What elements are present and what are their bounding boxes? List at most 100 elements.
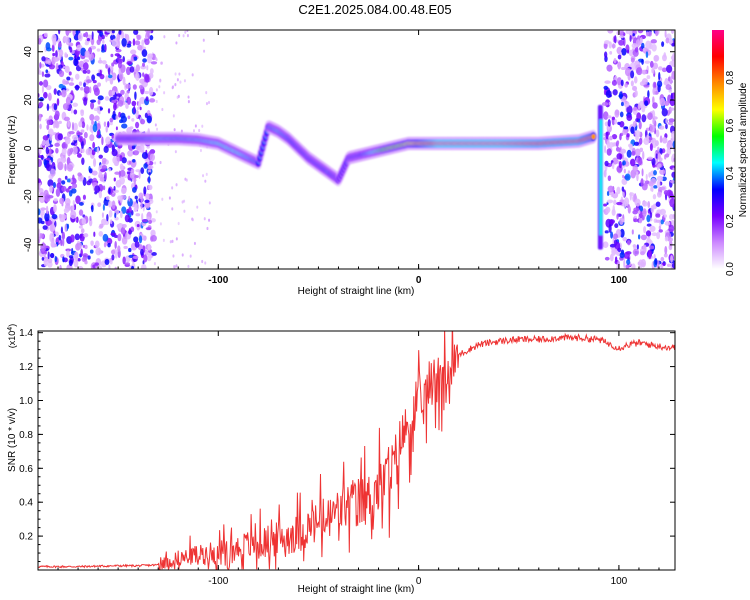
noise-speckle xyxy=(181,253,184,257)
noise-speckle xyxy=(670,76,673,85)
noise-speckle-layer xyxy=(38,30,675,269)
noise-speckle xyxy=(95,247,102,256)
noise-speckle xyxy=(630,126,635,135)
noise-speckle xyxy=(45,42,51,50)
noise-speckle xyxy=(104,219,110,226)
noise-speckle xyxy=(139,106,142,111)
noise-speckle xyxy=(132,84,137,90)
noise-speckle xyxy=(205,91,208,95)
noise-speckle xyxy=(632,164,638,173)
noise-speckle xyxy=(661,67,667,73)
noise-speckle xyxy=(671,262,675,269)
noise-speckle xyxy=(641,58,644,65)
noise-speckle xyxy=(672,140,675,149)
noise-speckle xyxy=(186,34,189,38)
noise-speckle xyxy=(619,111,624,118)
noise-speckle xyxy=(617,61,622,70)
noise-speckle xyxy=(140,118,146,125)
noise-speckle xyxy=(54,110,60,119)
noise-speckle xyxy=(622,174,625,179)
noise-speckle xyxy=(105,195,110,201)
noise-speckle xyxy=(111,62,115,67)
noise-speckle xyxy=(42,135,49,141)
noise-speckle xyxy=(45,60,51,64)
noise-speckle xyxy=(624,101,630,108)
noise-speckle xyxy=(72,134,79,141)
noise-speckle xyxy=(653,253,656,260)
y-tick-label: 0.8 xyxy=(19,430,33,441)
noise-speckle xyxy=(205,172,208,176)
noise-speckle xyxy=(143,90,150,95)
noise-speckle xyxy=(159,222,162,226)
noise-speckle xyxy=(636,172,639,182)
noise-speckle xyxy=(128,160,132,165)
noise-speckle xyxy=(96,147,100,154)
noise-speckle xyxy=(657,163,662,168)
noise-speckle xyxy=(43,91,48,99)
noise-speckle xyxy=(616,140,620,145)
noise-speckle xyxy=(52,181,56,189)
noise-speckle xyxy=(98,190,103,199)
noise-speckle xyxy=(62,79,67,85)
noise-speckle xyxy=(634,46,639,53)
noise-speckle xyxy=(652,96,655,105)
snr-y-axis: 0.2 0.4 0.6 0.8 1.0 1.2 1.4 xyxy=(19,328,675,563)
noise-speckle xyxy=(603,85,609,90)
noise-speckle xyxy=(630,70,635,79)
noise-speckle xyxy=(175,237,178,241)
noise-speckle xyxy=(651,232,658,237)
noise-speckle xyxy=(163,91,166,95)
noise-speckle xyxy=(171,186,174,190)
noise-speckle xyxy=(631,150,636,156)
noise-speckle xyxy=(656,175,664,182)
noise-speckle xyxy=(202,38,205,42)
noise-speckle xyxy=(84,260,88,265)
noise-speckle xyxy=(641,42,645,50)
noise-speckle xyxy=(642,200,648,207)
noise-speckle xyxy=(635,118,639,122)
noise-speckle xyxy=(122,56,125,63)
spectrogram-y-axis-label: Frequency (Hz) xyxy=(7,116,18,185)
noise-speckle xyxy=(671,42,675,47)
noise-speckle xyxy=(82,244,85,248)
noise-speckle xyxy=(43,32,48,38)
noise-speckle xyxy=(642,151,645,160)
noise-speckle xyxy=(58,234,62,241)
colorbar-gradient xyxy=(712,30,724,269)
noise-speckle xyxy=(624,173,631,181)
noise-speckle xyxy=(147,160,150,165)
noise-speckle xyxy=(618,160,622,169)
noise-speckle xyxy=(41,84,45,94)
noise-speckle xyxy=(652,102,658,109)
noise-speckle xyxy=(116,33,121,41)
noise-speckle xyxy=(82,62,89,71)
noise-speckle xyxy=(633,76,638,84)
noise-speckle xyxy=(181,200,184,204)
noise-speckle xyxy=(41,256,45,261)
noise-speckle xyxy=(109,117,114,123)
y-tick-label: 1.0 xyxy=(19,396,33,407)
snr-series-line xyxy=(38,331,675,570)
noise-speckle xyxy=(108,200,113,208)
noise-speckle xyxy=(619,133,622,141)
noise-speckle xyxy=(172,85,175,89)
noise-speckle xyxy=(642,47,646,52)
noise-speckle xyxy=(613,199,617,206)
noise-speckle xyxy=(49,159,52,165)
noise-speckle xyxy=(132,38,136,46)
noise-speckle xyxy=(138,170,141,180)
y-tick-label: 0.6 xyxy=(19,464,33,475)
noise-speckle xyxy=(60,226,63,234)
noise-speckle xyxy=(72,200,75,206)
noise-speckle xyxy=(609,51,613,55)
noise-speckle xyxy=(47,179,54,187)
noise-speckle xyxy=(66,164,74,172)
noise-speckle xyxy=(172,254,175,258)
noise-speckle xyxy=(89,113,95,121)
noise-speckle xyxy=(121,31,125,40)
noise-speckle xyxy=(59,264,62,269)
noise-speckle xyxy=(120,89,125,95)
noise-speckle xyxy=(125,103,129,109)
noise-speckle xyxy=(613,35,617,44)
noise-speckle xyxy=(652,118,655,125)
